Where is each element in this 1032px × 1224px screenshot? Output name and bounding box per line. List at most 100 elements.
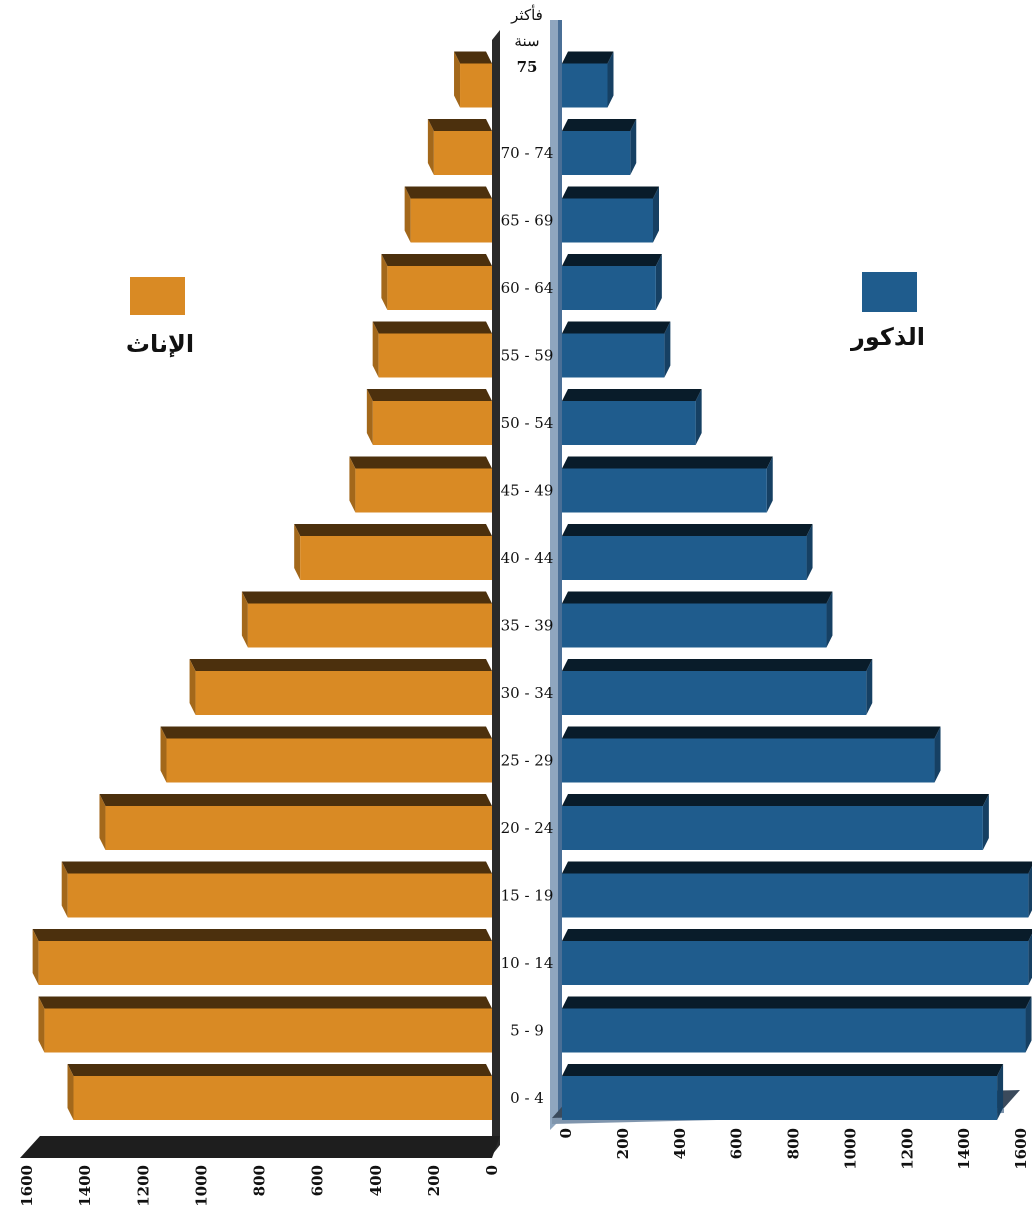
male-bar [562, 131, 631, 175]
male-bar [562, 266, 656, 310]
female-bar-side [32, 929, 39, 985]
male-axis-tick-mark [1020, 1090, 1024, 1115]
legend-male-swatch [862, 272, 917, 312]
bars-layer [32, 51, 1032, 1120]
male-axis-tick-label: 200 [614, 1128, 632, 1159]
female-bar-side [189, 659, 196, 715]
female-bar-side [61, 861, 68, 918]
male-bar-side [664, 321, 671, 378]
female-bar [44, 1008, 492, 1053]
male-bar-side [630, 119, 637, 175]
female-bar [67, 873, 492, 918]
female-bar [195, 671, 492, 715]
age-group-label: 65 - 69 [501, 212, 554, 230]
male-bar-top [562, 524, 813, 536]
male-bar-top [562, 726, 941, 739]
female-bar [38, 941, 492, 985]
male-bar-side [1028, 866, 1032, 918]
age-group-label: 40 - 44 [501, 549, 554, 567]
male-bar [562, 1076, 998, 1120]
female-bar-top [61, 861, 492, 874]
male-axis-tick-label: 800 [785, 1128, 803, 1159]
male-bar-side [982, 794, 989, 850]
female-bar-side [67, 1064, 74, 1120]
male-bar-side [997, 1064, 1004, 1120]
female-bar-side [99, 794, 106, 850]
male-bar [562, 401, 696, 445]
age-group-label: 55 - 59 [501, 347, 554, 365]
female-bar-side [294, 524, 301, 580]
female-bar-top [372, 321, 492, 334]
age-group-label: 35 - 39 [501, 617, 554, 635]
age-group-label: 25 - 29 [501, 752, 554, 770]
female-axis-tick-label: 600 [309, 1165, 327, 1196]
axes-layer [20, 20, 1024, 1158]
male-bar-side [866, 659, 873, 715]
male-bar-side [1025, 996, 1032, 1053]
female-axis-tick-label: 1600 [18, 1165, 36, 1207]
female-bar [355, 468, 492, 513]
age-group-label-line: فأكثر [510, 5, 543, 24]
female-bar-side [160, 726, 167, 783]
age-group-label-line: 75 [517, 58, 538, 76]
female-bar-top [454, 51, 492, 64]
female-bar-top [189, 659, 492, 671]
male-axis-tick-label: 1400 [955, 1128, 973, 1170]
female-bar [410, 198, 492, 243]
female-bar [247, 603, 492, 648]
female-axis-tick-label: 0 [483, 1165, 501, 1175]
female-bar-side [427, 119, 434, 175]
female-bar [105, 806, 492, 850]
female-axis-wall [492, 30, 500, 1155]
age-group-label: 15 - 19 [501, 887, 554, 905]
male-axis-tick-label: 0 [557, 1128, 575, 1138]
male-bar-top [562, 119, 637, 131]
female-axis-tick-label: 400 [367, 1165, 385, 1196]
female-bar [378, 333, 492, 378]
age-group-label: 50 - 54 [501, 414, 554, 432]
male-bar-top [562, 659, 873, 671]
male-axis-tick-label: 1000 [841, 1128, 859, 1170]
male-bar-top [562, 51, 614, 64]
age-group-label: 45 - 49 [501, 482, 554, 500]
female-bar-top [67, 1064, 492, 1076]
female-bar-top [160, 726, 492, 739]
female-bar-top [404, 186, 492, 199]
female-bar-side [241, 591, 248, 648]
female-bar-top [349, 456, 492, 469]
male-bar-top [562, 1064, 1004, 1076]
age-group-label: 60 - 64 [501, 279, 554, 297]
male-bar-side [934, 726, 941, 783]
female-bar [73, 1076, 492, 1120]
male-bar-side [766, 456, 773, 513]
male-bar-top [562, 186, 659, 199]
age-group-label: 10 - 14 [501, 954, 554, 972]
male-axis-tick-label: 600 [728, 1128, 746, 1159]
male-bar [562, 806, 983, 850]
male-bar-top [562, 929, 1032, 941]
male-bar [562, 1008, 1026, 1053]
female-bar-top [427, 119, 492, 131]
male-bar [562, 941, 1029, 985]
female-bar [433, 131, 492, 175]
male-bar-side [655, 254, 662, 310]
female-axis-floor [20, 1136, 500, 1158]
male-bar-side [695, 389, 702, 445]
female-bar-top [294, 524, 492, 536]
male-bar [562, 198, 653, 243]
male-axis-tick-label: 1200 [898, 1128, 916, 1170]
female-axis-tick-label: 800 [251, 1165, 269, 1196]
age-group-label-line: سنة [514, 32, 539, 50]
female-bar-side [372, 321, 379, 378]
legend-layer: الإناث الذكور [126, 272, 925, 358]
male-bar-top [562, 996, 1032, 1009]
male-bar-top [562, 254, 662, 266]
male-bar [562, 536, 807, 580]
female-bar [300, 536, 492, 580]
age-group-label: 70 - 74 [501, 144, 554, 162]
male-bar [562, 63, 608, 108]
male-bar [562, 603, 827, 648]
male-axis-wall [550, 20, 560, 1130]
male-bar-side [653, 186, 659, 243]
female-bar-side [381, 254, 388, 310]
